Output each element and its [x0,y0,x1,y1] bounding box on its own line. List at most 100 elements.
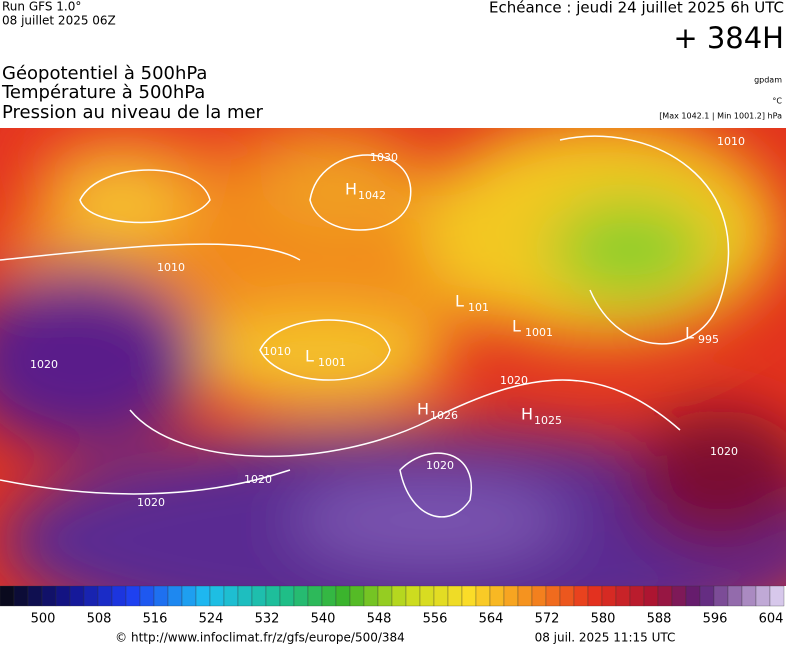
legend-swatch [349,585,365,607]
legend-swatch [13,585,29,607]
legend-swatch [615,585,631,607]
legend-label: 516 [143,612,168,627]
legend-label: 508 [87,612,112,627]
layer: Pression au niveau de la mer [2,102,264,123]
legend-swatch [461,585,477,607]
legend-label: 524 [199,612,224,627]
legend-swatch [167,585,183,607]
legend-label: 580 [591,612,616,627]
legend-label: 532 [255,612,280,627]
legend-swatch [251,585,267,607]
legend-label: 564 [479,612,504,627]
unit: [Max 1042.1 | Min 1001.2] hPa [659,112,782,121]
center-letter: L [685,324,694,343]
legend-swatch [125,585,141,607]
legend-swatch [405,585,421,607]
layer: Géopotentiel à 500hPa [2,63,207,84]
isobar-label: 1010 [717,135,745,148]
legend-swatch [363,585,379,607]
legend: 500 508 516 524 532 540 548 556 564 572 580 588 596 6… [0,585,785,627]
center-value: 101 [468,301,489,314]
legend-swatch [699,585,715,607]
legend-label: 588 [647,612,672,627]
legend-swatch [671,585,687,607]
legend-swatch [741,585,757,607]
legend-swatch [685,585,701,607]
legend-swatch [419,585,435,607]
center-value: 995 [698,333,719,346]
center-letter: H [345,180,357,199]
center-value: 1001 [525,326,553,339]
legend-swatch [237,585,253,607]
legend-swatch [321,585,337,607]
legend-swatch [587,585,603,607]
center-letter: L [455,292,464,311]
footer-date: 08 juil. 2025 11:15 UTC [535,631,676,645]
isobar-label: 1020 [137,496,165,509]
unit: gpdam [754,76,782,85]
legend-swatch [335,585,351,607]
legend-swatch [475,585,491,607]
legend-swatch [223,585,239,607]
legend-swatch [545,585,561,607]
legend-swatch [391,585,407,607]
legend-swatch [755,585,771,607]
horizon: + 384H [673,21,784,55]
legend-swatch [517,585,533,607]
isobar-label: 1020 [244,473,272,486]
legend-swatch [643,585,659,607]
legend-swatch [55,585,71,607]
legend-swatch [0,585,15,607]
run-date: 08 juillet 2025 06Z [2,14,116,28]
legend-swatch [629,585,645,607]
legend-swatch [97,585,113,607]
legend-swatch [181,585,197,607]
isobar-label: 1020 [426,459,454,472]
legend-label: 596 [703,612,728,627]
isobar-label: 1020 [30,358,58,371]
legend-swatch [83,585,99,607]
legend-swatch [41,585,57,607]
legend-swatch [111,585,127,607]
legend-label: 548 [367,612,392,627]
source: © http://www.infoclimat.fr/z/gfs/europe/… [115,631,405,645]
center-value: 1042 [358,189,386,202]
echeance: Echéance : jeudi 24 juillet 2025 6h UTC [489,0,784,17]
legend-swatch [713,585,729,607]
map [0,128,786,586]
legend-swatch [559,585,575,607]
legend-swatch [195,585,211,607]
legend-swatch [531,585,547,607]
center-value: 1026 [430,409,458,422]
isobar-label: 1020 [710,445,738,458]
isobar-label: 1010 [157,261,185,274]
legend-swatch [447,585,463,607]
isobar-label: 1030 [370,151,398,164]
legend-swatch [307,585,323,607]
legend-swatch [503,585,519,607]
legend-swatch [139,585,155,607]
legend-swatch [153,585,169,607]
isobar-label: 1010 [263,345,291,358]
legend-swatch [573,585,589,607]
legend-swatch [727,585,743,607]
run: Run GFS 1.0° [2,0,81,14]
legend-label: 500 [31,612,56,627]
isobar-label: 1020 [500,374,528,387]
center-letter: H [521,405,533,424]
unit: °C [772,97,782,106]
legend-swatch [657,585,673,607]
legend-label: 556 [423,612,448,627]
legend-swatch [377,585,393,607]
center-value: 1001 [318,356,346,369]
center-letter: H [417,400,429,419]
center-value: 1025 [534,414,562,427]
legend-label: 572 [535,612,560,627]
center-letter: L [305,347,314,366]
legend-label: 604 [759,612,784,627]
center-letter: L [512,317,521,336]
legend-swatch [279,585,295,607]
legend-swatch [69,585,85,607]
legend-swatch [293,585,309,607]
